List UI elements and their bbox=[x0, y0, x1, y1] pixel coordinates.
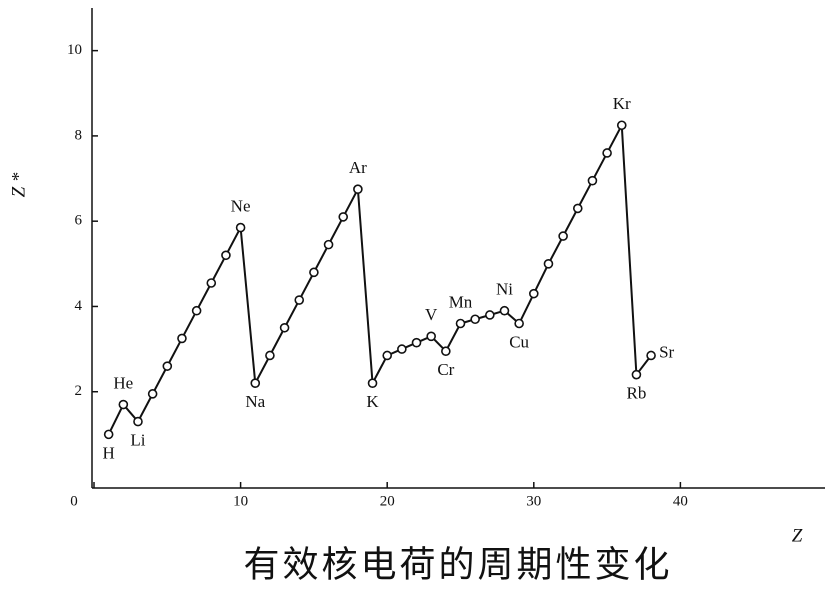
data-point bbox=[103, 429, 114, 440]
data-point bbox=[294, 295, 305, 305]
point-label: Li bbox=[130, 430, 145, 449]
data-point bbox=[353, 184, 363, 195]
point-label: Cr bbox=[437, 360, 454, 379]
data-point bbox=[587, 175, 598, 186]
data-point bbox=[279, 322, 290, 333]
data-point bbox=[367, 378, 378, 389]
data-point bbox=[572, 203, 583, 214]
data-point bbox=[528, 288, 539, 299]
point-label: Sr bbox=[659, 342, 674, 361]
data-point bbox=[470, 314, 480, 325]
data-point bbox=[265, 350, 275, 361]
data-point bbox=[426, 331, 436, 342]
point-label: V bbox=[425, 305, 438, 324]
data-point bbox=[133, 416, 143, 427]
data-point bbox=[485, 310, 495, 320]
y-axis-label: Z * bbox=[8, 172, 29, 197]
data-point bbox=[162, 361, 173, 371]
data-point bbox=[235, 222, 246, 233]
point-label: K bbox=[366, 392, 379, 411]
data-point bbox=[441, 346, 451, 357]
point-label: Mn bbox=[449, 292, 473, 311]
data-point bbox=[543, 259, 554, 269]
x-tick-label: 0 bbox=[70, 493, 78, 509]
data-line bbox=[107, 121, 652, 435]
data-point bbox=[221, 250, 231, 261]
data-point bbox=[382, 350, 393, 361]
y-tick-label: 4 bbox=[75, 298, 83, 314]
point-label: He bbox=[113, 373, 133, 392]
data-point bbox=[338, 212, 349, 222]
data-point bbox=[646, 350, 656, 361]
point-label: Kr bbox=[613, 94, 631, 113]
point-label: H bbox=[103, 443, 115, 462]
point-label: Ni bbox=[496, 280, 513, 299]
data-point bbox=[558, 231, 568, 241]
point-label: Ar bbox=[349, 158, 367, 177]
x-tick-label: 30 bbox=[526, 493, 541, 509]
data-point bbox=[616, 120, 627, 131]
y-tick-label: 10 bbox=[67, 42, 82, 58]
x-tick-label: 40 bbox=[673, 493, 688, 509]
data-point bbox=[631, 369, 642, 380]
data-point bbox=[309, 267, 319, 278]
data-point bbox=[397, 344, 407, 354]
y-tick-label: 8 bbox=[75, 127, 83, 143]
data-point bbox=[191, 305, 202, 316]
data-point bbox=[514, 318, 524, 329]
x-tick-label: 10 bbox=[233, 493, 248, 509]
data-point bbox=[323, 239, 334, 250]
data-point bbox=[250, 378, 261, 389]
y-tick-label: 2 bbox=[75, 383, 83, 399]
data-point bbox=[499, 305, 510, 316]
point-label: Na bbox=[245, 392, 265, 411]
data-point bbox=[147, 389, 158, 399]
data-point bbox=[177, 333, 187, 344]
data-point bbox=[118, 399, 129, 410]
point-label: Ne bbox=[231, 196, 251, 215]
x-tick-label: 20 bbox=[380, 493, 395, 509]
x-axis-label: Z bbox=[792, 525, 803, 546]
data-point bbox=[411, 337, 422, 348]
chart-title: 有效核电荷的周期性变化 bbox=[243, 544, 672, 584]
y-tick-label: 6 bbox=[75, 213, 83, 229]
point-label: Rb bbox=[626, 384, 646, 403]
data-point bbox=[455, 318, 466, 329]
point-label: Cu bbox=[509, 332, 529, 351]
data-point bbox=[602, 148, 612, 158]
data-point bbox=[206, 278, 217, 288]
